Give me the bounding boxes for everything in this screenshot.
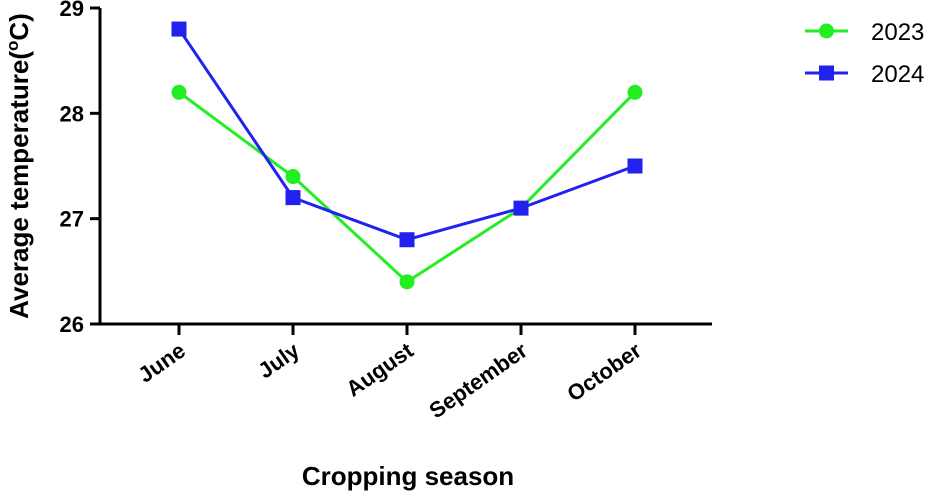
x-tick-label: October (562, 337, 646, 406)
series-line-2023 (178, 91, 637, 284)
y-tick-label: 26 (60, 312, 84, 337)
x-ticks: June July August September October (133, 324, 646, 423)
x-axis-title: Cropping season (302, 461, 514, 491)
data-point-2023 (171, 84, 187, 100)
x-tick-label: June (133, 338, 189, 388)
legend-marker-2023 (819, 23, 834, 39)
y-ticks: 26 27 28 29 (60, 0, 100, 337)
legend-marker-2024 (819, 65, 834, 81)
legend-label-2024: 2024 (871, 61, 924, 88)
data-point-2023 (399, 274, 415, 290)
y-tick-label: 27 (60, 207, 84, 232)
x-tick-label: August (341, 337, 418, 401)
series-markers (171, 21, 643, 290)
x-tick-label: September (424, 337, 532, 423)
data-point-2024 (399, 232, 415, 248)
data-point-2024 (285, 190, 301, 206)
y-axis-title-main: Average temperature( (4, 51, 34, 319)
y-tick-label: 28 (60, 101, 84, 126)
y-axis-title-unit: C) (4, 13, 34, 40)
data-point-2023 (285, 169, 301, 185)
data-point-2024 (513, 200, 529, 216)
series-line-2024 (177, 28, 636, 242)
y-tick-label: 29 (60, 0, 84, 21)
legend-label-2023: 2023 (871, 19, 924, 46)
data-point-2023 (627, 84, 643, 100)
data-point-2024 (171, 21, 187, 37)
y-axis-title: Average temperature(oC) (3, 13, 34, 319)
y-axis-title-degree: o (3, 41, 22, 51)
data-point-2024 (627, 158, 643, 174)
x-tick-label: July (253, 337, 304, 383)
axes (98, 8, 712, 326)
legend: 2023 2024 (805, 19, 924, 88)
